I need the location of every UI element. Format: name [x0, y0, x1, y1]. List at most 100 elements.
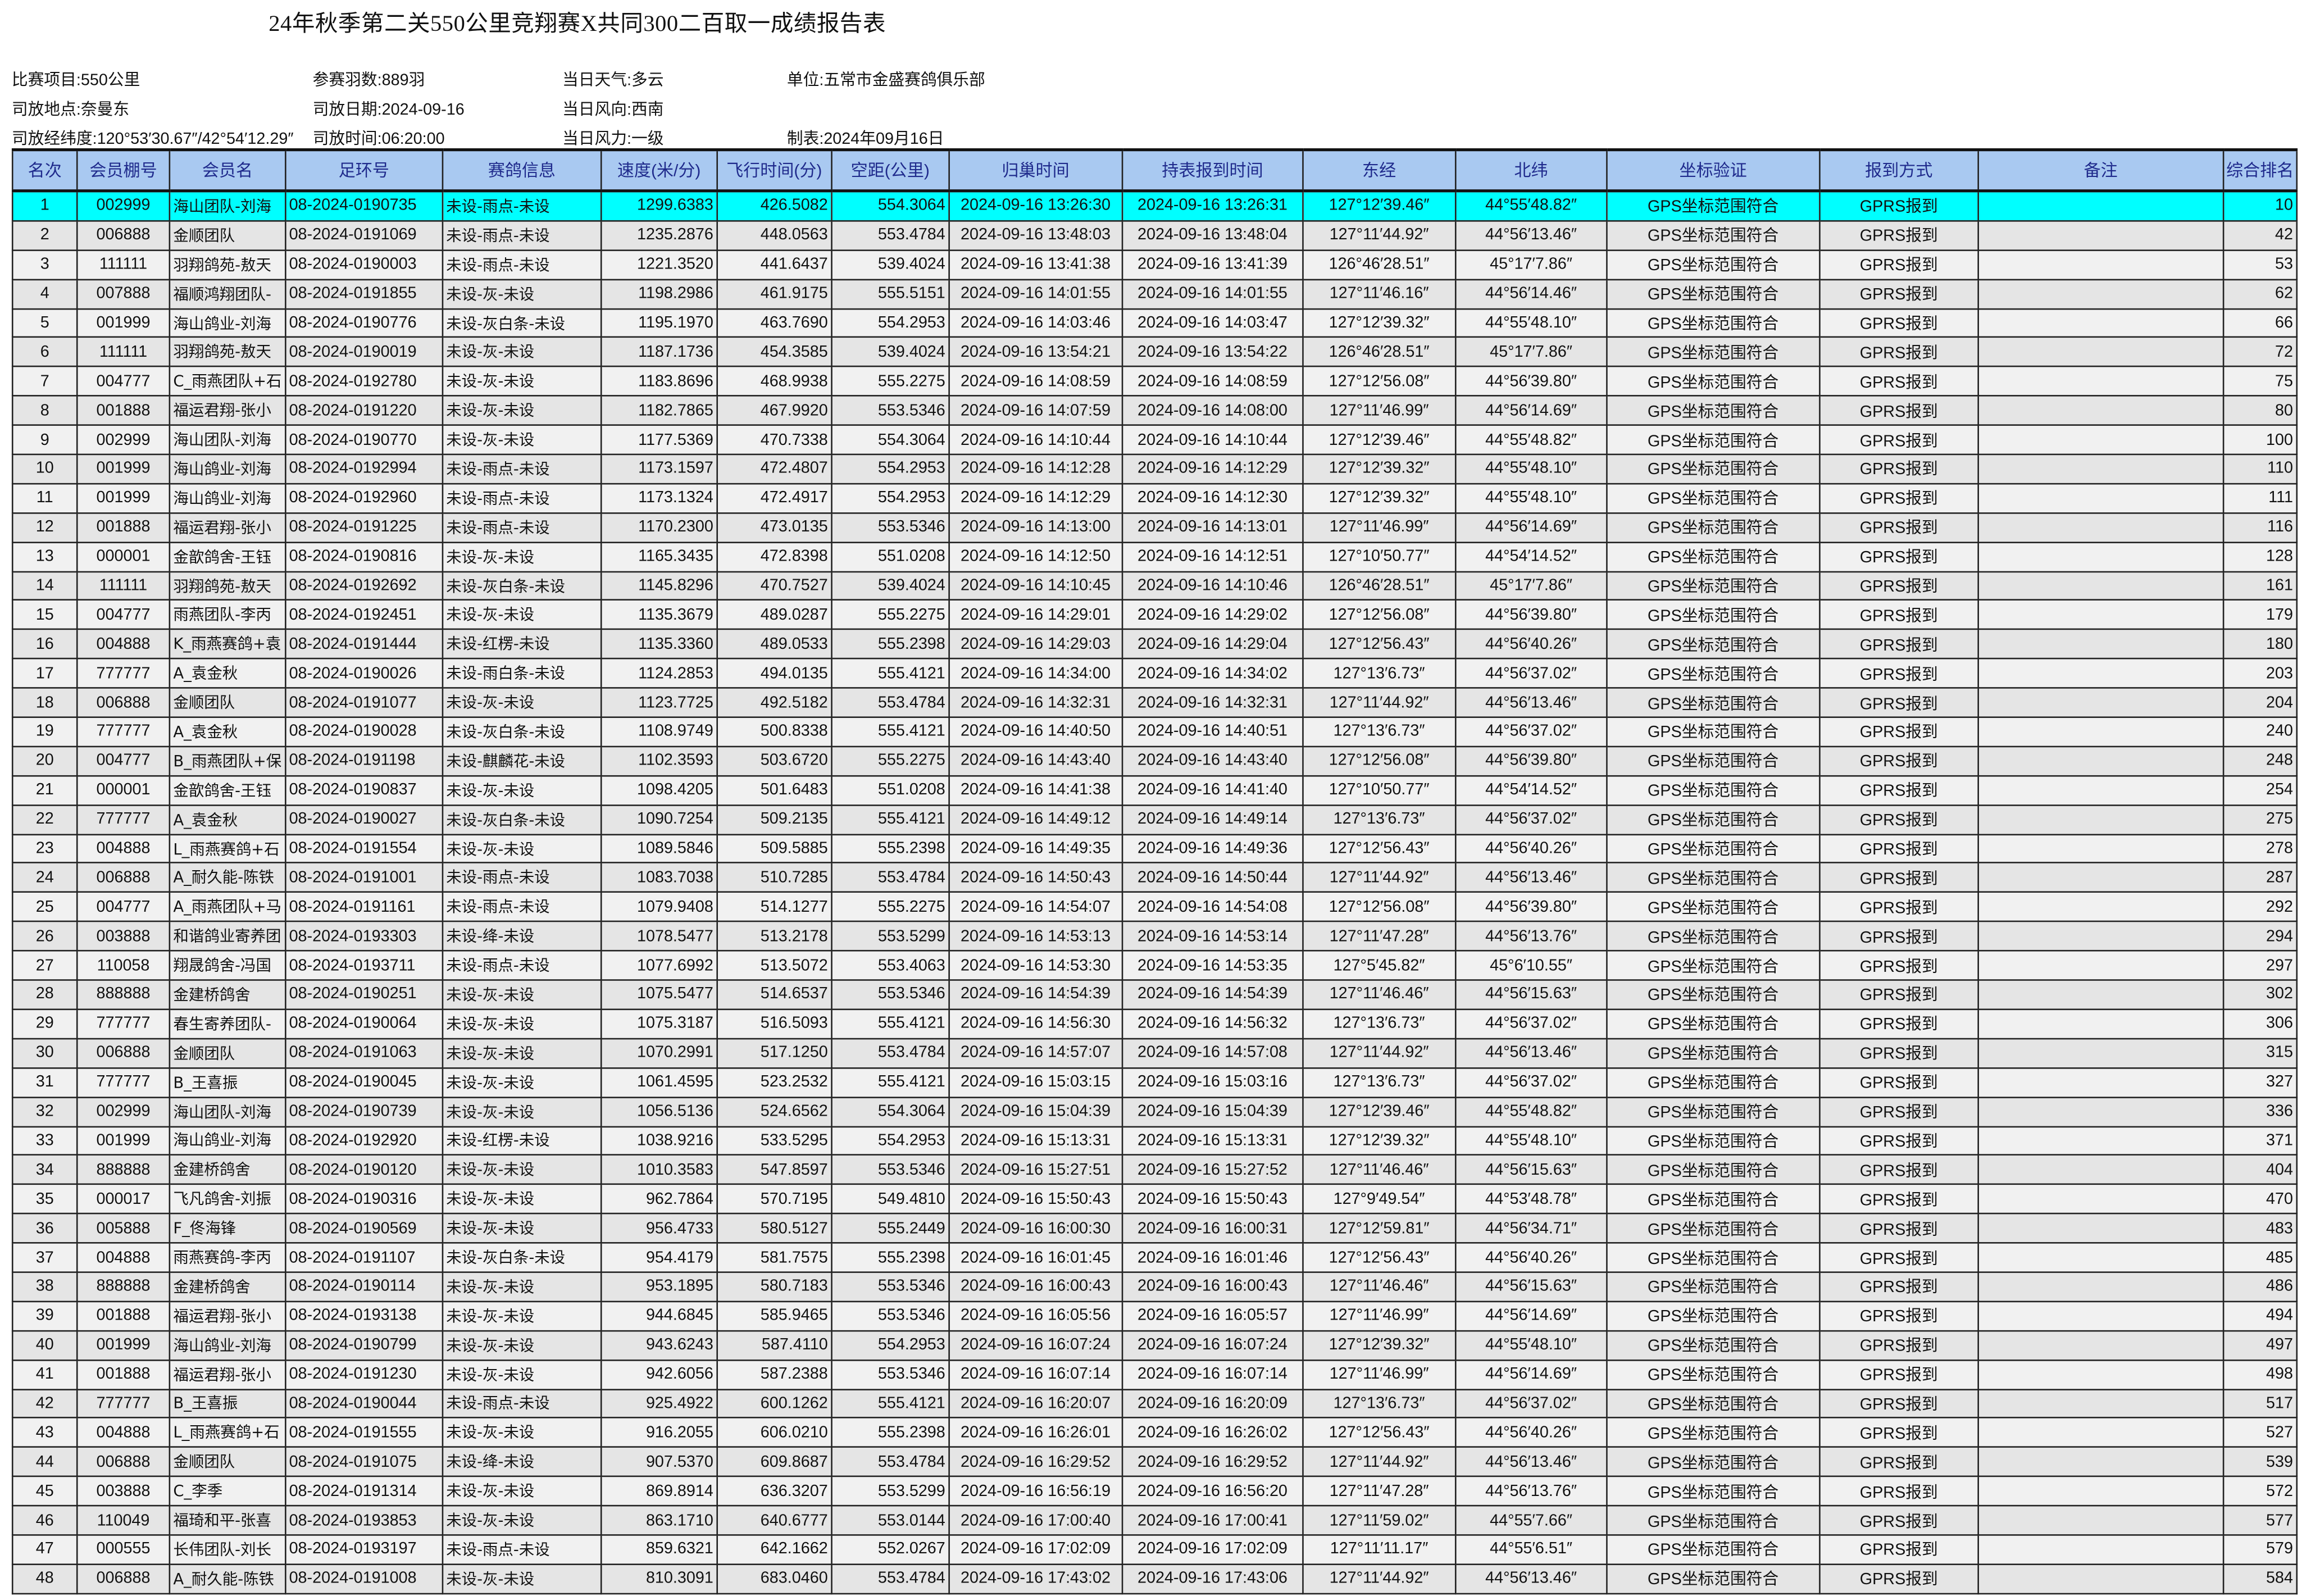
cell-speed: 1010.3583	[600, 1154, 718, 1185]
cell-remark	[1977, 1563, 2224, 1594]
cell-distance: 554.2953	[830, 1125, 950, 1156]
cell-member-name: C_雨燕团队+石	[169, 366, 286, 397]
cell-speed: 953.1895	[600, 1271, 718, 1302]
cell-speed: 1173.1597	[600, 453, 718, 485]
cell-loft-no: 777777	[76, 1388, 171, 1419]
cell-latitude: 44°56′40.26″	[1454, 1417, 1608, 1448]
cell-arrival-time: 2024-09-16 17:02:09	[948, 1534, 1123, 1565]
cell-latitude: 44°55′48.10″	[1454, 483, 1608, 514]
cell-speed: 859.6321	[600, 1534, 718, 1565]
cell-rank: 39	[11, 1301, 78, 1331]
cell-pigeon-info: 未设-灰-未设	[442, 1096, 602, 1127]
cell-speed: 1077.6992	[600, 950, 718, 981]
table-row: 9 002999 海山团队-刘海 08-2024-0190770 未设-灰-未设 1177…	[11, 424, 2298, 456]
cell-speed: 1170.2300	[600, 512, 718, 543]
cell-report-time: 2024-09-16 14:01:55	[1121, 278, 1304, 310]
cell-report-method: GPRS报到	[1818, 1301, 1979, 1331]
cell-rank: 18	[11, 687, 78, 719]
cell-overall-rank: 62	[2222, 278, 2298, 310]
column-header-remark: 备注	[1977, 148, 2224, 193]
cell-report-time: 2024-09-16 14:29:02	[1121, 599, 1304, 631]
cell-flight-time: 640.6777	[716, 1505, 832, 1536]
race-item: 比赛项目:550公里	[11, 72, 140, 90]
cell-distance: 554.2953	[830, 307, 950, 339]
cell-speed: 1070.2991	[600, 1038, 718, 1068]
cell-speed: 1089.5846	[600, 833, 718, 864]
cell-remark	[1977, 804, 2224, 835]
cell-ring-no: 08-2024-0191008	[284, 1563, 443, 1594]
cell-remark	[1977, 337, 2224, 368]
cell-speed: 907.5370	[600, 1447, 718, 1477]
cell-coord-verify: GPS坐标范围符合	[1605, 1417, 1821, 1448]
cell-latitude: 44°54′14.52″	[1454, 775, 1608, 806]
cell-remark	[1977, 687, 2224, 719]
cell-pigeon-info: 未设-灰白条-未设	[442, 1242, 602, 1273]
cell-ring-no: 08-2024-0192692	[284, 570, 443, 602]
cell-overall-rank: 100	[2222, 424, 2298, 456]
cell-report-time: 2024-09-16 16:07:14	[1121, 1359, 1304, 1390]
cell-remark	[1977, 1388, 2224, 1419]
cell-ring-no: 08-2024-0191220	[284, 395, 443, 426]
cell-flight-time: 609.8687	[716, 1447, 832, 1477]
table-row: 30 006888 金顺团队 08-2024-0191063 未设-灰-未设 1070.2…	[11, 1038, 2298, 1068]
cell-member-name: F_佟海锋	[169, 1213, 286, 1244]
cell-report-method: GPRS报到	[1818, 337, 1979, 368]
cell-remark	[1977, 483, 2224, 514]
cell-distance: 555.4121	[830, 658, 950, 689]
cell-speed: 1078.5477	[600, 921, 718, 952]
cell-report-time: 2024-09-16 14:54:08	[1121, 892, 1304, 922]
cell-distance: 539.4024	[830, 337, 950, 368]
cell-ring-no: 08-2024-0190120	[284, 1154, 443, 1185]
cell-overall-rank: 470	[2222, 1184, 2298, 1215]
cell-loft-no: 004777	[76, 745, 171, 777]
cell-latitude: 44°55′48.10″	[1454, 1330, 1608, 1361]
cell-distance: 553.4784	[830, 1038, 950, 1068]
table-row: 23 004888 L_雨燕赛鸽+石 08-2024-0191554 未设-灰-未设 10…	[11, 833, 2298, 864]
cell-report-method: GPRS报到	[1818, 220, 1979, 251]
cell-longitude: 127°13′6.73″	[1302, 1067, 1457, 1098]
table-row: 35 000017 飞凡鸽舍-刘振 08-2024-0190316 未设-灰-未设 962…	[11, 1184, 2298, 1215]
table-row: 38 888888 金建桥鸽舍 08-2024-0190114 未设-灰-未设 953.1…	[11, 1271, 2298, 1302]
cell-distance: 554.2953	[830, 483, 950, 514]
cell-overall-rank: 161	[2222, 570, 2298, 602]
cell-report-method: GPRS报到	[1818, 921, 1979, 952]
cell-rank: 20	[11, 745, 78, 777]
cell-latitude: 44°56′14.69″	[1454, 395, 1608, 426]
cell-member-name: 金建桥鸽舍	[169, 1154, 286, 1185]
cell-flight-time: 463.7690	[716, 307, 832, 339]
cell-pigeon-info: 未设-雨点-未设	[442, 950, 602, 981]
cell-report-time: 2024-09-16 13:26:31	[1121, 190, 1304, 222]
cell-pigeon-info: 未设-雨点-未设	[442, 512, 602, 543]
cell-ring-no: 08-2024-0193138	[284, 1301, 443, 1331]
cell-loft-no: 777777	[76, 1067, 171, 1098]
cell-distance: 554.2953	[830, 453, 950, 485]
cell-ring-no: 08-2024-0192960	[284, 483, 443, 514]
cell-overall-rank: 110	[2222, 453, 2298, 485]
cell-pigeon-info: 未设-灰-未设	[442, 395, 602, 426]
cell-coord-verify: GPS坐标范围符合	[1605, 1008, 1821, 1039]
cell-longitude: 127°11′44.92″	[1302, 220, 1457, 251]
cell-member-name: 金歆鸽舍-王钰	[169, 541, 286, 572]
cell-remark	[1977, 1271, 2224, 1302]
column-header-overall-rank: 综合排名	[2222, 148, 2298, 193]
cell-report-method: GPRS报到	[1818, 833, 1979, 864]
cell-pigeon-info: 未设-灰-未设	[442, 278, 602, 310]
cell-latitude: 44°56′40.26″	[1454, 833, 1608, 864]
cell-remark	[1977, 629, 2224, 660]
cell-overall-rank: 179	[2222, 599, 2298, 631]
cell-flight-time: 585.9465	[716, 1301, 832, 1331]
column-header-pigeon-info: 赛鸽信息	[442, 148, 602, 193]
cell-flight-time: 441.6437	[716, 249, 832, 280]
cell-report-method: GPRS报到	[1818, 570, 1979, 602]
cell-latitude: 44°55′48.82″	[1454, 1096, 1608, 1127]
cell-flight-time: 513.5072	[716, 950, 832, 981]
cell-overall-rank: 278	[2222, 833, 2298, 864]
cell-latitude: 44°56′15.63″	[1454, 1271, 1608, 1302]
cell-flight-time: 606.0210	[716, 1417, 832, 1448]
cell-member-name: 金歆鸽舍-王钰	[169, 775, 286, 806]
cell-coord-verify: GPS坐标范围符合	[1605, 512, 1821, 543]
cell-coord-verify: GPS坐标范围符合	[1605, 249, 1821, 280]
cell-speed: 1135.3360	[600, 629, 718, 660]
cell-coord-verify: GPS坐标范围符合	[1605, 1184, 1821, 1215]
cell-distance: 555.5151	[830, 278, 950, 310]
